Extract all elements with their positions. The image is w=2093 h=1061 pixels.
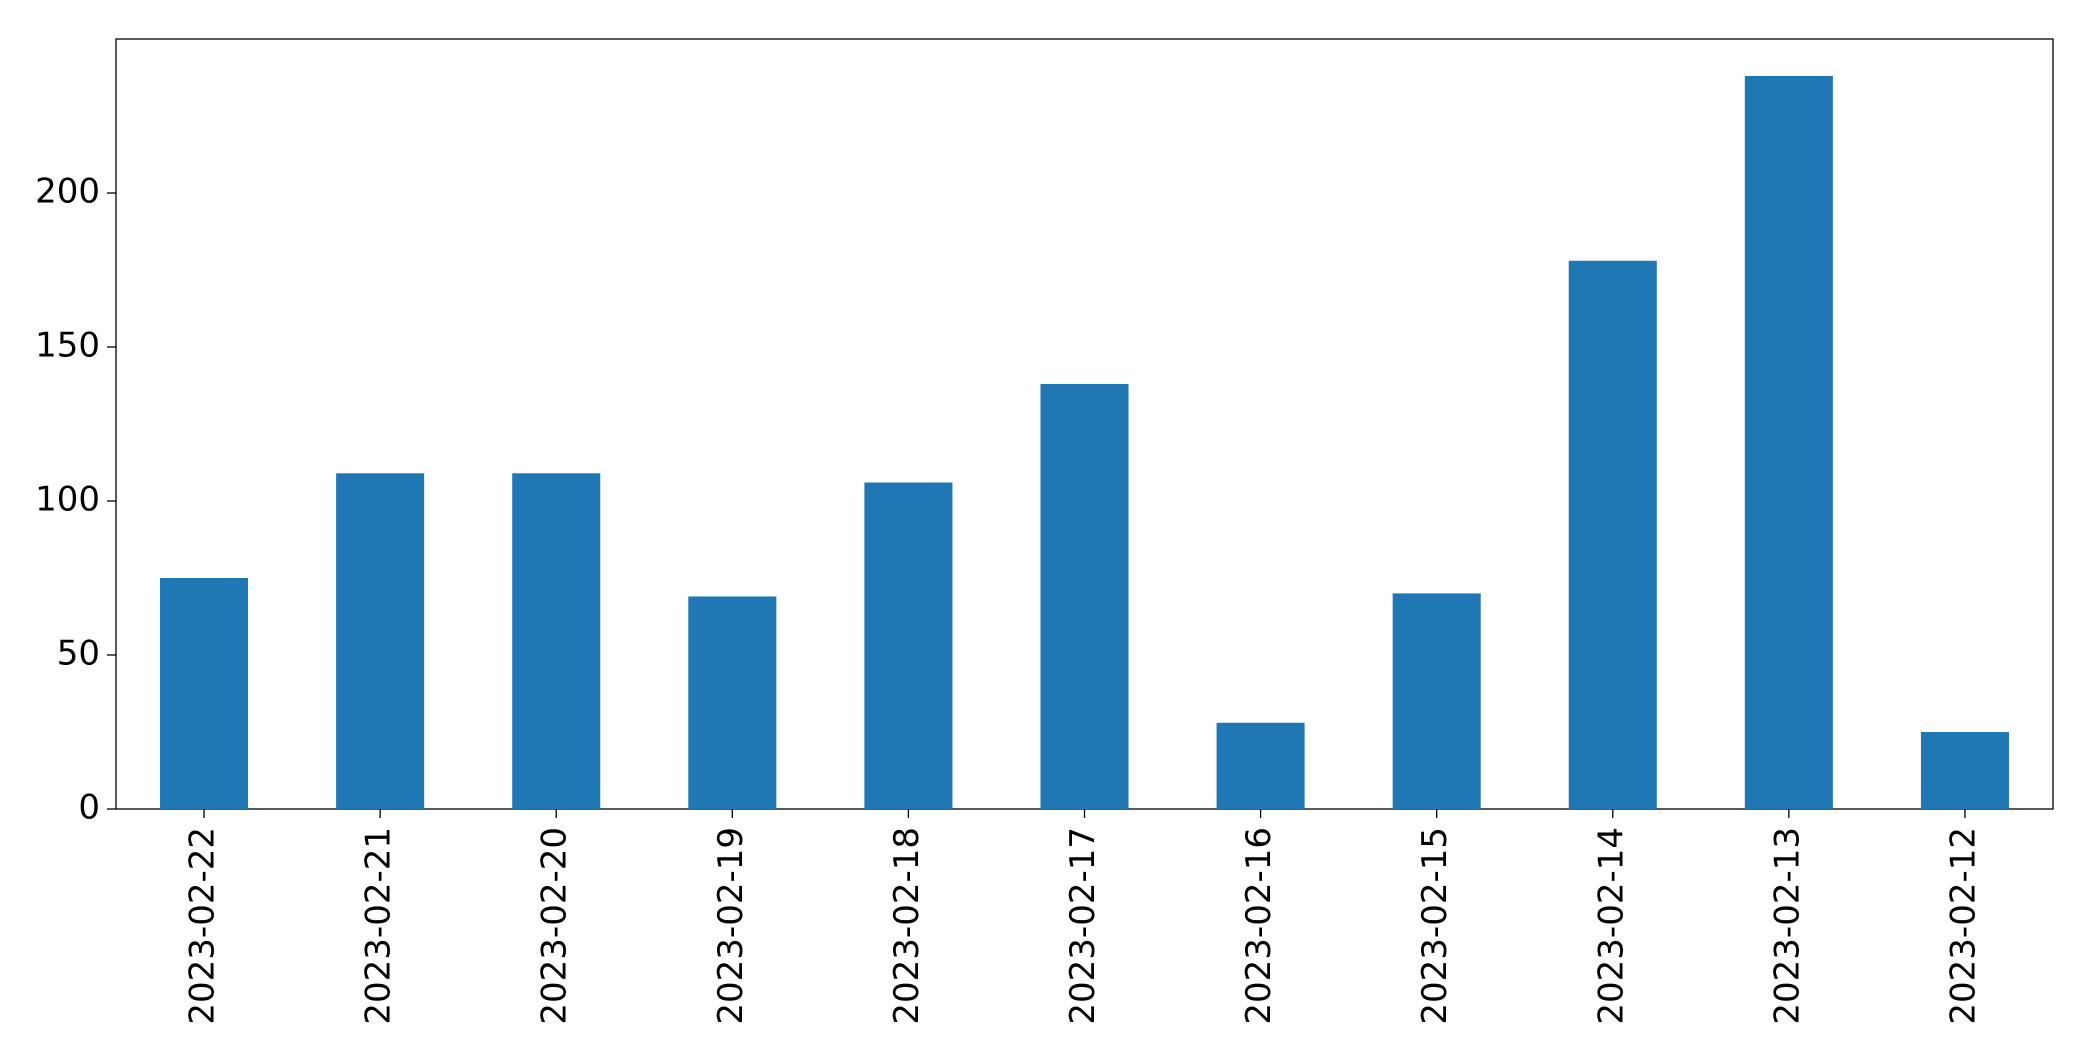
bar	[688, 596, 777, 809]
x-tick-label: 2023-02-13	[1767, 827, 1807, 1025]
bar	[1920, 732, 2009, 809]
bar	[336, 473, 425, 809]
bar	[160, 578, 249, 809]
y-tick-label: 0	[78, 788, 100, 828]
y-tick-label: 50	[57, 634, 100, 674]
x-tick-label: 2023-02-14	[1591, 827, 1631, 1025]
bar	[1040, 383, 1129, 809]
y-tick-label: 100	[35, 480, 100, 520]
bar	[864, 482, 953, 809]
x-tick-label: 2023-02-22	[183, 827, 223, 1025]
x-tick-label: 2023-02-21	[359, 827, 399, 1025]
bar	[1744, 75, 1833, 809]
x-tick-label: 2023-02-12	[1943, 827, 1983, 1025]
bar	[1392, 593, 1481, 809]
x-tick-label: 2023-02-15	[1415, 827, 1455, 1025]
bar	[512, 473, 601, 809]
x-tick-label: 2023-02-20	[535, 827, 575, 1025]
bar	[1216, 722, 1305, 809]
bar	[1568, 260, 1657, 809]
x-tick-label: 2023-02-17	[1063, 827, 1103, 1025]
y-tick-label: 200	[35, 172, 100, 212]
x-tick-label: 2023-02-18	[887, 827, 927, 1025]
x-tick-label: 2023-02-16	[1239, 827, 1279, 1025]
x-tick-label: 2023-02-19	[711, 827, 751, 1025]
y-tick-label: 150	[35, 326, 100, 366]
